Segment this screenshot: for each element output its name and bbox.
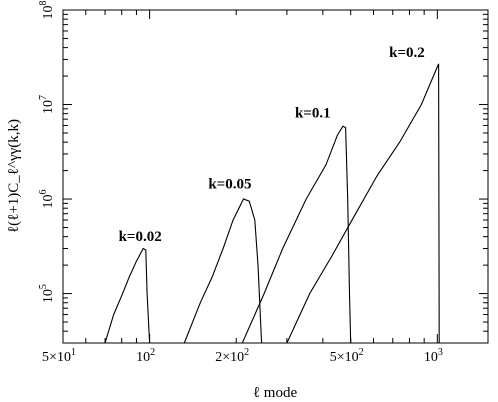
series-line bbox=[286, 63, 440, 344]
series-label: k=0.1 bbox=[295, 105, 331, 121]
y-tick-label: 108 bbox=[38, 1, 56, 20]
series-label: k=0.02 bbox=[119, 229, 162, 245]
series-line bbox=[183, 198, 263, 344]
y-axis-label: ℓ(ℓ+1)C_ℓ^γγ(k,k) bbox=[6, 119, 22, 233]
y-tick-label: 107 bbox=[38, 95, 56, 114]
x-axis-label: ℓ mode bbox=[253, 385, 298, 401]
x-tick-label: 5×102 bbox=[330, 347, 364, 365]
x-tick-label: 103 bbox=[424, 347, 443, 365]
series-line bbox=[241, 125, 352, 344]
x-tick-label: 2×102 bbox=[215, 347, 249, 365]
series-label: k=0.2 bbox=[389, 45, 425, 61]
plot-frame bbox=[62, 9, 489, 344]
y-tick-label: 105 bbox=[38, 284, 56, 303]
series-line bbox=[104, 247, 151, 344]
y-tick-label: 106 bbox=[38, 190, 56, 209]
x-tick-label: 5×101 bbox=[42, 347, 76, 365]
x-tick-label: 102 bbox=[136, 347, 155, 365]
series-label: k=0.05 bbox=[208, 176, 251, 192]
